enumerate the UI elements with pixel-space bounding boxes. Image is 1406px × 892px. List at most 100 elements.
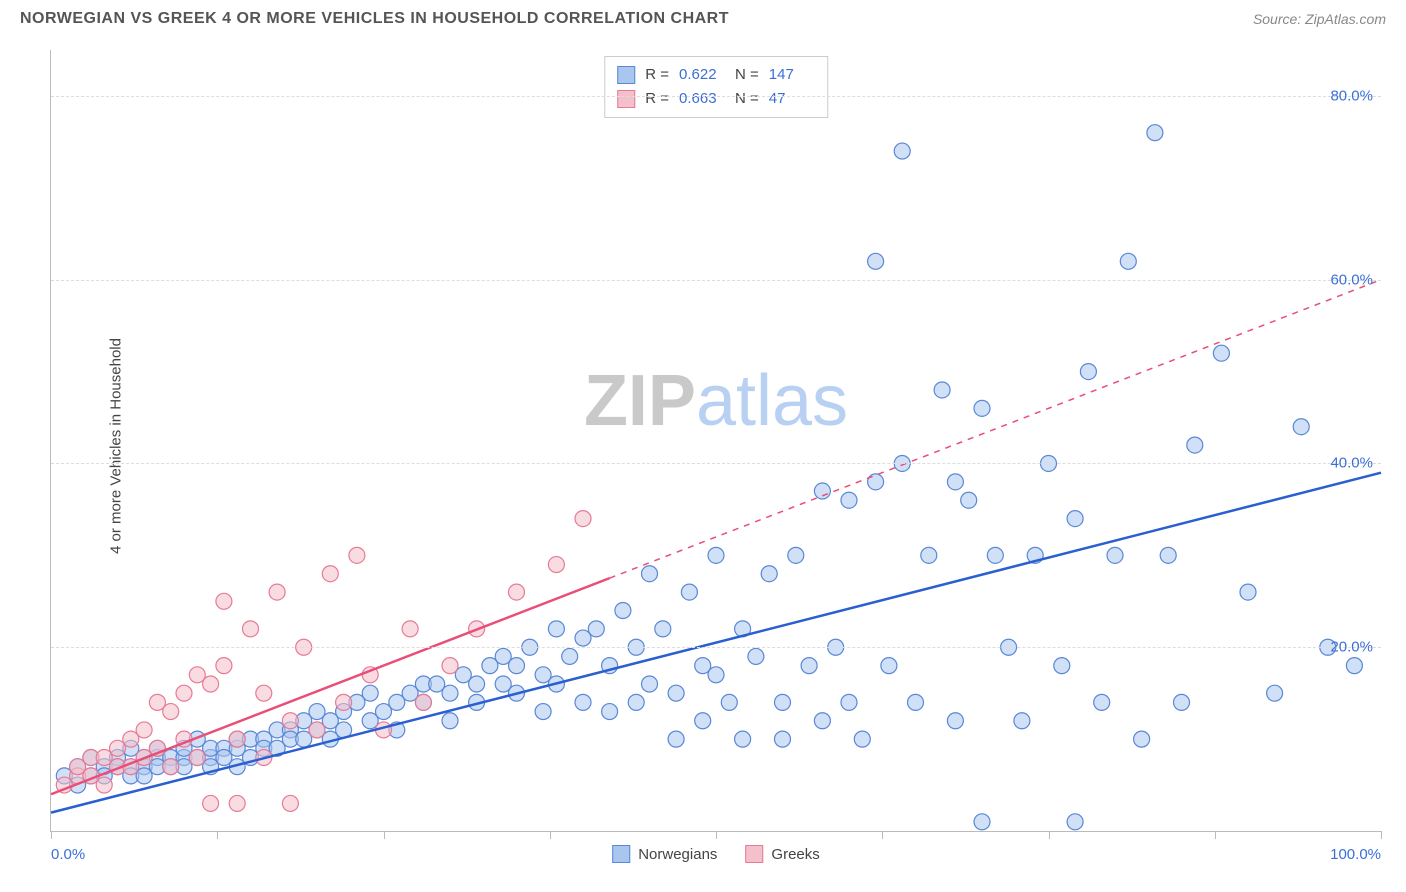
data-point xyxy=(854,731,870,747)
data-point xyxy=(322,566,338,582)
data-point xyxy=(256,685,272,701)
data-point xyxy=(1054,658,1070,674)
series-legend: Norwegians Greeks xyxy=(612,845,820,863)
chart-header: NORWEGIAN VS GREEK 4 OR MORE VEHICLES IN… xyxy=(0,0,1406,33)
stat-key: R = xyxy=(645,63,669,87)
data-point xyxy=(1346,658,1362,674)
data-point xyxy=(775,694,791,710)
stat-value: 0.622 xyxy=(679,63,725,87)
x-axis-max-label: 100.0% xyxy=(1330,846,1381,863)
data-point xyxy=(761,566,777,582)
data-point xyxy=(176,685,192,701)
data-point xyxy=(681,584,697,600)
stats-legend-row: R =0.622N =147 xyxy=(617,63,815,87)
data-point xyxy=(775,731,791,747)
data-point xyxy=(668,685,684,701)
data-point xyxy=(642,566,658,582)
data-point xyxy=(841,694,857,710)
data-point xyxy=(588,621,604,637)
data-point xyxy=(575,511,591,527)
source-name: ZipAtlas.com xyxy=(1305,11,1386,27)
data-point xyxy=(163,704,179,720)
data-point xyxy=(216,658,232,674)
stats-legend-row: R =0.663N =47 xyxy=(617,87,815,111)
data-point xyxy=(509,584,525,600)
data-point xyxy=(1080,364,1096,380)
y-tick-label: 40.0% xyxy=(1330,455,1373,472)
x-tick xyxy=(550,831,551,839)
data-point xyxy=(548,621,564,637)
chart-title: NORWEGIAN VS GREEK 4 OR MORE VEHICLES IN… xyxy=(20,10,729,28)
series-legend-label: Norwegians xyxy=(638,846,717,863)
data-point xyxy=(189,749,205,765)
data-point xyxy=(402,621,418,637)
data-point xyxy=(96,777,112,793)
data-point xyxy=(203,795,219,811)
data-point xyxy=(1174,694,1190,710)
source-prefix: Source: xyxy=(1253,11,1305,27)
data-point xyxy=(1134,731,1150,747)
y-tick-label: 60.0% xyxy=(1330,271,1373,288)
data-point xyxy=(894,143,910,159)
series-legend-item: Norwegians xyxy=(612,845,717,863)
x-tick xyxy=(1215,831,1216,839)
data-point xyxy=(947,713,963,729)
data-point xyxy=(695,713,711,729)
data-point xyxy=(947,474,963,490)
data-point xyxy=(282,795,298,811)
data-point xyxy=(349,547,365,563)
data-point xyxy=(562,648,578,664)
data-point xyxy=(868,253,884,269)
data-point xyxy=(216,593,232,609)
data-point xyxy=(921,547,937,563)
trend-line xyxy=(51,473,1381,813)
data-point xyxy=(974,814,990,830)
data-point xyxy=(243,621,259,637)
gridline xyxy=(51,96,1381,97)
data-point xyxy=(615,602,631,618)
data-point xyxy=(309,722,325,738)
x-tick xyxy=(51,831,52,839)
data-point xyxy=(163,759,179,775)
data-point xyxy=(442,713,458,729)
data-point xyxy=(801,658,817,674)
data-point xyxy=(934,382,950,398)
data-point xyxy=(655,621,671,637)
x-tick xyxy=(1381,831,1382,839)
data-point xyxy=(362,685,378,701)
x-axis-min-label: 0.0% xyxy=(51,846,85,863)
data-point xyxy=(987,547,1003,563)
data-point xyxy=(442,658,458,674)
data-point xyxy=(602,704,618,720)
data-point xyxy=(814,713,830,729)
x-tick xyxy=(1049,831,1050,839)
y-tick-label: 80.0% xyxy=(1330,87,1373,104)
x-tick xyxy=(882,831,883,839)
data-point xyxy=(1120,253,1136,269)
data-point xyxy=(708,547,724,563)
series-legend-label: Greeks xyxy=(771,846,819,863)
data-point xyxy=(881,658,897,674)
data-point xyxy=(788,547,804,563)
data-point xyxy=(1293,419,1309,435)
gridline xyxy=(51,463,1381,464)
data-point xyxy=(1240,584,1256,600)
data-point xyxy=(548,557,564,573)
data-point xyxy=(1094,694,1110,710)
stat-key: N = xyxy=(735,87,759,111)
data-point xyxy=(509,658,525,674)
data-point xyxy=(203,676,219,692)
data-point xyxy=(229,731,245,747)
data-point xyxy=(1213,345,1229,361)
data-point xyxy=(628,694,644,710)
trend-line xyxy=(51,578,610,794)
correlation-stats-legend: R =0.622N =147R =0.663N =47 xyxy=(604,56,828,118)
trend-line-extrapolated xyxy=(610,280,1381,578)
data-point xyxy=(841,492,857,508)
data-point xyxy=(1267,685,1283,701)
data-point xyxy=(814,483,830,499)
data-point xyxy=(1147,125,1163,141)
stat-key: N = xyxy=(735,63,759,87)
data-point xyxy=(575,694,591,710)
data-point xyxy=(1107,547,1123,563)
